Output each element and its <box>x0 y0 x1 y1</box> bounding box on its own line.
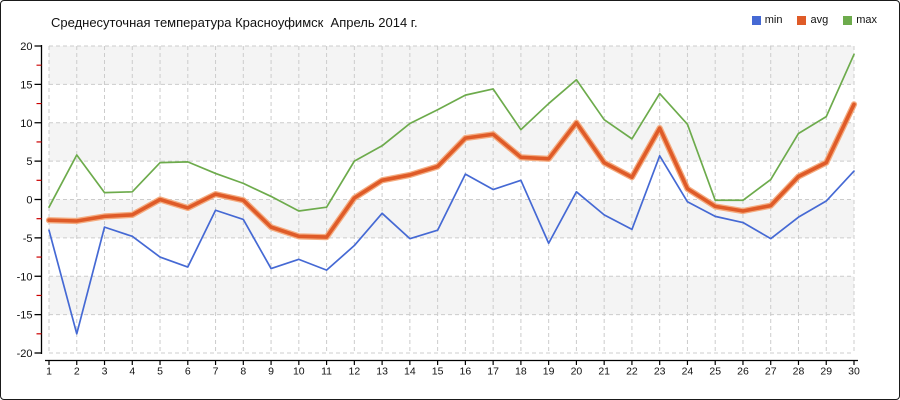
max-legend-swatch <box>843 15 853 25</box>
x-tick-label: 27 <box>765 366 777 378</box>
chart-title: Среднесуточная температура Красноуфимск … <box>51 15 418 30</box>
y-tick-label: -10 <box>17 271 33 283</box>
y-tick-label: 5 <box>26 156 32 168</box>
gridlines <box>48 45 855 354</box>
y-tick-label: -5 <box>23 233 33 245</box>
x-tick-label: 24 <box>682 366 694 378</box>
y-axis: 20 15 10 5 0 -5 -10 -15 -20 <box>17 41 43 360</box>
legend-item-min: min <box>751 14 783 26</box>
x-tick-label: 28 <box>793 366 805 378</box>
x-tick-label: 3 <box>102 366 108 378</box>
x-tick-label: 6 <box>185 366 191 378</box>
x-tick-label: 4 <box>129 366 135 378</box>
max-legend-label: max <box>856 14 877 26</box>
y-tick-label: 20 <box>20 41 32 53</box>
x-tick-label: 20 <box>571 366 583 378</box>
legend-item-avg: avg <box>797 14 828 26</box>
x-tick-label: 30 <box>848 366 860 378</box>
x-tick-label: 11 <box>321 366 332 378</box>
x-axis: 1 2 3 4 5 6 7 8 9 10 11 12 13 14 15 16 17 18 19 20 21 22 23 24 2… <box>45 359 860 378</box>
x-tick-label: 7 <box>213 366 219 378</box>
y-tick-label: -20 <box>17 348 33 360</box>
x-tick-label: 13 <box>376 366 388 378</box>
max-line <box>48 53 855 212</box>
x-tick-label: 8 <box>240 366 246 378</box>
x-tick-label: 25 <box>709 366 721 378</box>
y-tick-label: -15 <box>17 310 33 322</box>
x-tick-label: 26 <box>737 366 749 378</box>
plot-bands <box>49 46 854 315</box>
x-tick-label: 2 <box>74 366 80 378</box>
x-tick-label: 10 <box>293 366 305 378</box>
x-tick-label: 23 <box>654 366 666 378</box>
x-tick-label: 15 <box>432 366 444 378</box>
x-tick-label: 17 <box>487 366 499 378</box>
y-tick-label: 0 <box>26 195 32 207</box>
y-tick-label: 15 <box>20 79 32 91</box>
min-legend-label: min <box>764 14 783 26</box>
y-tick-label: 10 <box>20 118 32 130</box>
x-tick-label: 18 <box>515 366 527 378</box>
x-tick-label: 19 <box>543 366 555 378</box>
legend-item-max: max <box>843 14 877 26</box>
avg-legend-swatch <box>797 15 807 25</box>
x-tick-label: 29 <box>820 366 832 378</box>
x-tick-label: 16 <box>460 366 472 378</box>
x-tick-label: 14 <box>404 366 416 378</box>
min-line <box>48 154 855 335</box>
legend: min avg max <box>751 14 877 26</box>
x-tick-label: 1 <box>46 366 52 378</box>
x-tick-label: 21 <box>598 366 610 378</box>
x-tick-label: 5 <box>157 366 163 378</box>
x-tick-label: 22 <box>626 366 638 378</box>
avg-line <box>47 102 856 239</box>
x-tick-label: 9 <box>268 366 274 378</box>
min-legend-swatch <box>751 15 761 25</box>
x-tick-label: 12 <box>349 366 361 378</box>
avg-legend-label: avg <box>810 14 829 26</box>
